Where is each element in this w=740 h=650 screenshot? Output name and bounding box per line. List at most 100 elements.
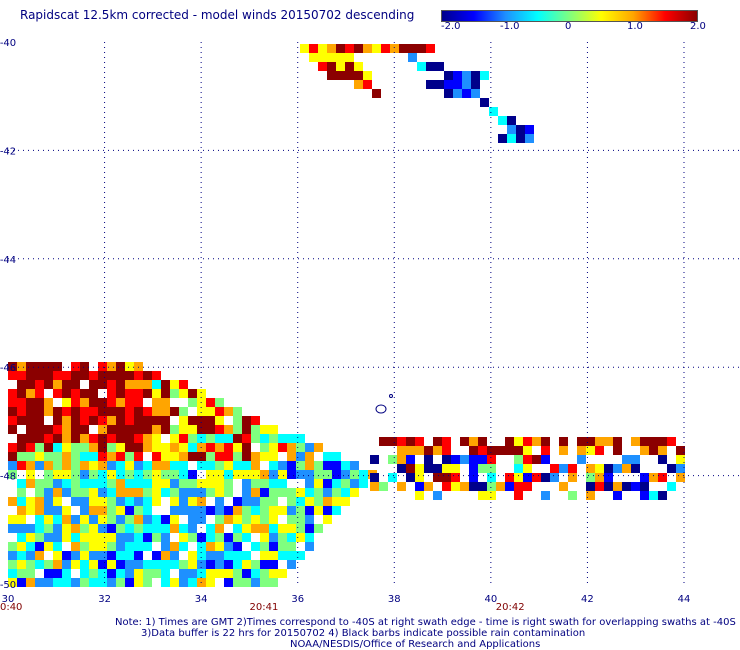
wind-cell [197, 515, 206, 524]
wind-cell [224, 488, 233, 497]
wind-cell [640, 491, 649, 500]
wind-cell [161, 479, 170, 488]
wind-cell [224, 425, 233, 434]
colorbar-label-max: 2.0 [690, 21, 706, 32]
wind-cell [406, 455, 415, 464]
wind-cell [206, 416, 215, 425]
wind-cell [26, 407, 35, 416]
wind-cell [125, 416, 134, 425]
wind-cell [631, 482, 640, 491]
wind-cell [125, 389, 134, 398]
wind-cell [134, 524, 143, 533]
wind-cell [323, 515, 332, 524]
wind-cell [62, 398, 71, 407]
wind-cell [336, 71, 345, 80]
wind-cell [269, 425, 278, 434]
wind-cell [613, 464, 622, 473]
wind-cell [89, 542, 98, 551]
wind-cell [53, 542, 62, 551]
wind-cell [170, 434, 179, 443]
wind-cell [658, 446, 667, 455]
wind-cell [107, 407, 116, 416]
wind-cell [188, 479, 197, 488]
wind-cell [107, 578, 116, 587]
wind-cell [35, 452, 44, 461]
wind-cell [469, 455, 478, 464]
wind-cell [116, 506, 125, 515]
wind-cell [17, 497, 26, 506]
wind-cell [197, 479, 206, 488]
wind-cell [89, 470, 98, 479]
wind-cell [98, 488, 107, 497]
wind-cell [278, 461, 287, 470]
wind-cell [478, 437, 487, 446]
wind-cell [269, 560, 278, 569]
wind-cell [568, 473, 577, 482]
wind-cell [233, 407, 242, 416]
wind-cell [269, 443, 278, 452]
wind-cell [26, 479, 35, 488]
wind-cell [251, 488, 260, 497]
wind-cell [278, 533, 287, 542]
wind-cell [161, 407, 170, 416]
wind-cell [170, 497, 179, 506]
wind-cell [125, 506, 134, 515]
wind-cell [269, 470, 278, 479]
wind-cell [80, 506, 89, 515]
wind-cell [44, 434, 53, 443]
x-tick-label: 44 [678, 594, 691, 605]
wind-cell [224, 506, 233, 515]
wind-cell [287, 542, 296, 551]
wind-cell [116, 380, 125, 389]
wind-cell [98, 533, 107, 542]
wind-cell [388, 455, 397, 464]
wind-cell [98, 506, 107, 515]
wind-cell [424, 482, 433, 491]
wind-cell [550, 464, 559, 473]
wind-cell [188, 533, 197, 542]
wind-cell [17, 371, 26, 380]
wind-cell [116, 515, 125, 524]
wind-cell [89, 434, 98, 443]
wind-cell [314, 461, 323, 470]
wind-cell [8, 407, 17, 416]
x-tick-label: 34 [195, 594, 208, 605]
wind-cell [287, 497, 296, 506]
wind-cell [134, 560, 143, 569]
wind-cell [296, 551, 305, 560]
wind-cell [188, 551, 197, 560]
wind-cell [17, 416, 26, 425]
wind-cell [242, 506, 251, 515]
wind-cell [397, 437, 406, 446]
wind-cell [287, 506, 296, 515]
wind-cell [107, 515, 116, 524]
wind-cell [179, 434, 188, 443]
wind-cell [435, 80, 444, 89]
wind-cell [44, 569, 53, 578]
wind-cell [89, 452, 98, 461]
wind-cell [586, 446, 595, 455]
wind-cell [116, 416, 125, 425]
wind-cell [152, 533, 161, 542]
wind-cell [197, 389, 206, 398]
wind-cell [107, 461, 116, 470]
wind-cell [143, 488, 152, 497]
wind-cell [197, 407, 206, 416]
wind-cell [397, 455, 406, 464]
wind-cell [62, 506, 71, 515]
wind-cell [71, 362, 80, 371]
wind-cell [134, 416, 143, 425]
wind-cell [260, 578, 269, 587]
wind-cell [314, 470, 323, 479]
wind-cell [62, 515, 71, 524]
wind-cell [107, 380, 116, 389]
wind-cell [415, 482, 424, 491]
wind-cell [197, 425, 206, 434]
wind-cell [17, 524, 26, 533]
wind-cell [532, 437, 541, 446]
wind-cell [305, 533, 314, 542]
wind-cell [350, 461, 359, 470]
wind-cell [44, 524, 53, 533]
wind-cell [8, 389, 17, 398]
wind-cell [26, 389, 35, 398]
